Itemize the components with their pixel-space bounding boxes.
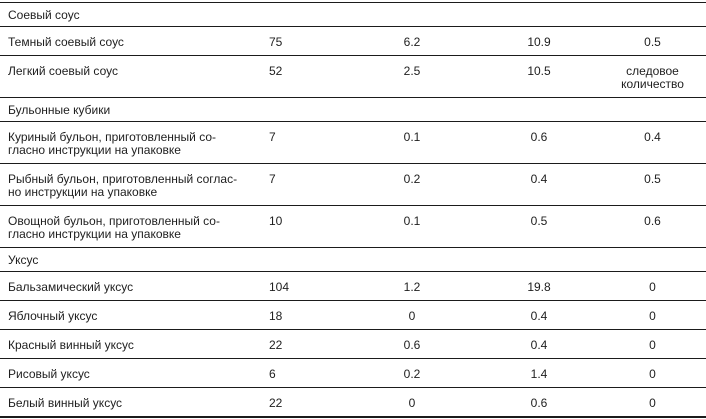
value-cell: 0.2 (345, 358, 479, 388)
table-row: Темный соевый соус 75 6.2 10.9 0.5 (0, 26, 706, 56)
value-cell: 75 (255, 26, 345, 56)
value-cell: 7 (255, 121, 345, 164)
value-cell: 0.1 (345, 205, 479, 248)
section-header: Соевый соус (0, 2, 706, 27)
value-cell: 0.6 (479, 387, 599, 418)
table-row: Яблочный уксус 18 0 0.4 0 (0, 300, 706, 330)
value-cell: 0 (599, 387, 706, 418)
value-cell: 19.8 (479, 271, 599, 301)
value-cell: 0.5 (599, 163, 706, 206)
value-cell: 10 (255, 205, 345, 248)
value-cell: 6.2 (345, 26, 479, 56)
value-cell: 0 (599, 271, 706, 301)
section-header-row: Уксус (0, 247, 706, 272)
value-cell: 0.5 (479, 205, 599, 248)
food-name: Рисовый уксус (0, 358, 255, 388)
section-header-row: Бульонные кубики (0, 97, 706, 122)
value-cell: 52 (255, 55, 345, 98)
value-cell: 0.4 (479, 163, 599, 206)
table-row: Легкий соевый соус 52 2.5 10.5 следовое … (0, 55, 706, 98)
value-cell: 0 (599, 329, 706, 359)
value-cell: 0.6 (479, 121, 599, 164)
section-header: Уксус (0, 247, 706, 272)
value-cell: 0.6 (345, 329, 479, 359)
table-row: Овощной бульон, приготовленный со- гласн… (0, 205, 706, 248)
section-header-row: Соевый соус (0, 2, 706, 27)
food-name: Белый винный уксус (0, 387, 255, 418)
table-row: Рыбный бульон, приготовленный соглас- но… (0, 163, 706, 206)
table-row: Бальзамический уксус 104 1.2 19.8 0 (0, 271, 706, 301)
table-row: Рисовый уксус 6 0.2 1.4 0 (0, 358, 706, 388)
food-name: Легкий соевый соус (0, 55, 255, 98)
food-name: Красный винный уксус (0, 329, 255, 359)
value-cell: 22 (255, 387, 345, 418)
value-cell: 0.4 (599, 121, 706, 164)
value-cell: 1.4 (479, 358, 599, 388)
food-name: Рыбный бульон, приготовленный соглас- но… (0, 163, 255, 206)
value-cell: 6 (255, 358, 345, 388)
value-cell: 104 (255, 271, 345, 301)
food-name: Овощной бульон, приготовленный со- гласн… (0, 205, 255, 248)
value-cell: следовое количество (599, 55, 706, 98)
food-name: Темный соевый соус (0, 26, 255, 56)
section-header: Бульонные кубики (0, 97, 706, 122)
value-cell: 10.5 (479, 55, 599, 98)
table-row: Красный винный уксус 22 0.6 0.4 0 (0, 329, 706, 359)
food-name: Яблочный уксус (0, 300, 255, 330)
value-cell: 2.5 (345, 55, 479, 98)
value-cell: 1.2 (345, 271, 479, 301)
table-row: Куриный бульон, приготовленный со- гласн… (0, 121, 706, 164)
value-cell: 10.9 (479, 26, 599, 56)
value-cell: 0 (599, 300, 706, 330)
value-cell: 0.4 (479, 329, 599, 359)
value-cell: 0.5 (599, 26, 706, 56)
value-cell: 18 (255, 300, 345, 330)
food-name: Бальзамический уксус (0, 271, 255, 301)
value-cell: 0 (599, 358, 706, 388)
value-cell: 22 (255, 329, 345, 359)
value-cell: 7 (255, 163, 345, 206)
value-cell: 0.6 (599, 205, 706, 248)
value-cell: 0.1 (345, 121, 479, 164)
value-cell: 0.4 (479, 300, 599, 330)
table-row: Белый винный уксус 22 0 0.6 0 (0, 387, 706, 418)
value-cell: 0.2 (345, 163, 479, 206)
value-cell: 0 (345, 387, 479, 418)
value-cell: 0 (345, 300, 479, 330)
food-name: Куриный бульон, приготовленный со- гласн… (0, 121, 255, 164)
